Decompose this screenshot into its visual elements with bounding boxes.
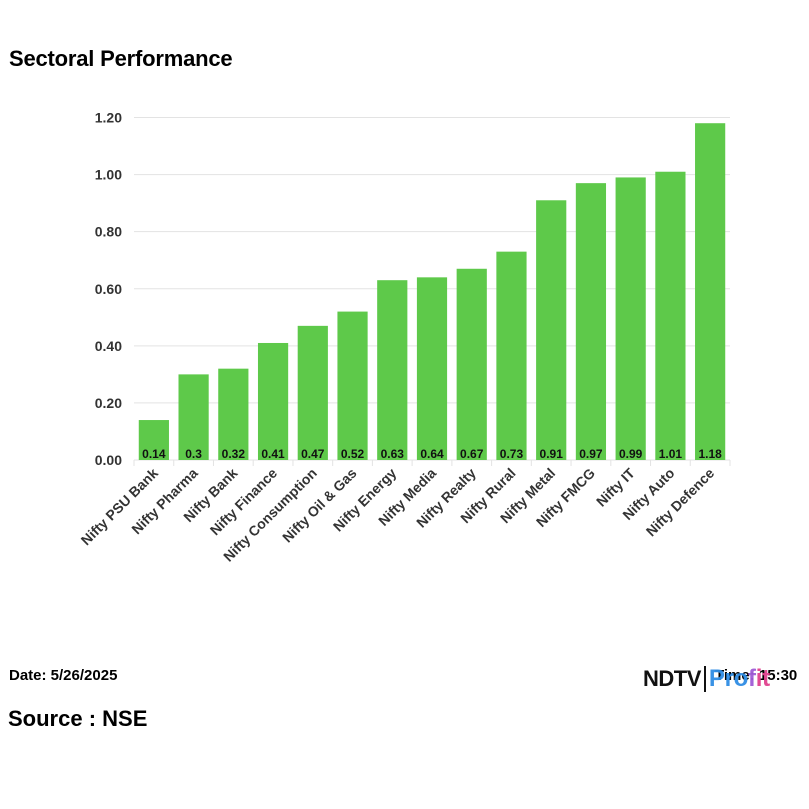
value-label: 1.18 bbox=[698, 447, 722, 461]
value-label: 0.67 bbox=[460, 447, 484, 461]
value-label: 0.99 bbox=[619, 447, 643, 461]
y-axis-ticks: 0.00 0.20 0.40 0.60 0.80 1.00 1.20 bbox=[95, 110, 122, 469]
y-tick-label: 0.20 bbox=[95, 395, 122, 411]
y-tick-label: 0.60 bbox=[95, 281, 122, 297]
value-label: 0.64 bbox=[420, 447, 444, 461]
bar[interactable] bbox=[416, 277, 448, 460]
ndtv-profit-logo: NDTV Profit bbox=[643, 664, 770, 694]
bar[interactable] bbox=[257, 342, 289, 460]
bar[interactable] bbox=[297, 325, 328, 460]
bar[interactable] bbox=[496, 251, 527, 460]
value-label: 0.41 bbox=[261, 447, 285, 461]
bar-chart: 0.00 0.20 0.40 0.60 0.80 1.00 1.20 0.14 0.3 0.32… bbox=[78, 110, 731, 565]
value-label: 0.47 bbox=[301, 447, 325, 461]
logo-product: Profit bbox=[708, 665, 770, 692]
value-label: 0.97 bbox=[579, 447, 603, 461]
chart-title: Sectoral Performance bbox=[9, 46, 233, 71]
bar[interactable] bbox=[456, 268, 487, 460]
value-labels: 0.14 0.3 0.32 0.41 0.47 0.52 0.63 0.64 0.67 0.73 0… bbox=[142, 447, 722, 461]
y-tick-label: 0.40 bbox=[95, 338, 122, 354]
bar[interactable] bbox=[337, 311, 368, 460]
value-label: 0.52 bbox=[341, 447, 365, 461]
y-tick-label: 0.00 bbox=[95, 452, 122, 468]
bar[interactable] bbox=[178, 374, 209, 460]
bar[interactable] bbox=[138, 420, 169, 460]
value-label: 0.32 bbox=[222, 447, 246, 461]
bar[interactable] bbox=[695, 123, 726, 460]
date-label: Date: 5/26/2025 bbox=[9, 667, 118, 684]
bar[interactable] bbox=[536, 200, 567, 461]
value-label: 0.73 bbox=[500, 447, 524, 461]
value-label: 1.01 bbox=[659, 447, 683, 461]
bars bbox=[138, 123, 726, 461]
value-label: 0.14 bbox=[142, 447, 166, 461]
bar[interactable] bbox=[575, 183, 607, 461]
y-tick-label: 1.00 bbox=[95, 167, 122, 183]
value-label: 0.3 bbox=[185, 447, 202, 461]
bar[interactable] bbox=[615, 177, 646, 460]
y-tick-label: 0.80 bbox=[95, 224, 122, 240]
y-tick-label: 1.20 bbox=[95, 110, 122, 126]
logo-divider bbox=[703, 666, 706, 692]
time-label: Time: 15:30 bbox=[715, 667, 798, 684]
bar[interactable] bbox=[218, 368, 249, 460]
value-label: 0.63 bbox=[381, 447, 405, 461]
source-label: Source : NSE bbox=[8, 706, 148, 731]
bar[interactable] bbox=[377, 280, 408, 460]
value-label: 0.91 bbox=[540, 447, 564, 461]
bar[interactable] bbox=[655, 171, 686, 460]
logo-brand: NDTV bbox=[643, 666, 701, 691]
